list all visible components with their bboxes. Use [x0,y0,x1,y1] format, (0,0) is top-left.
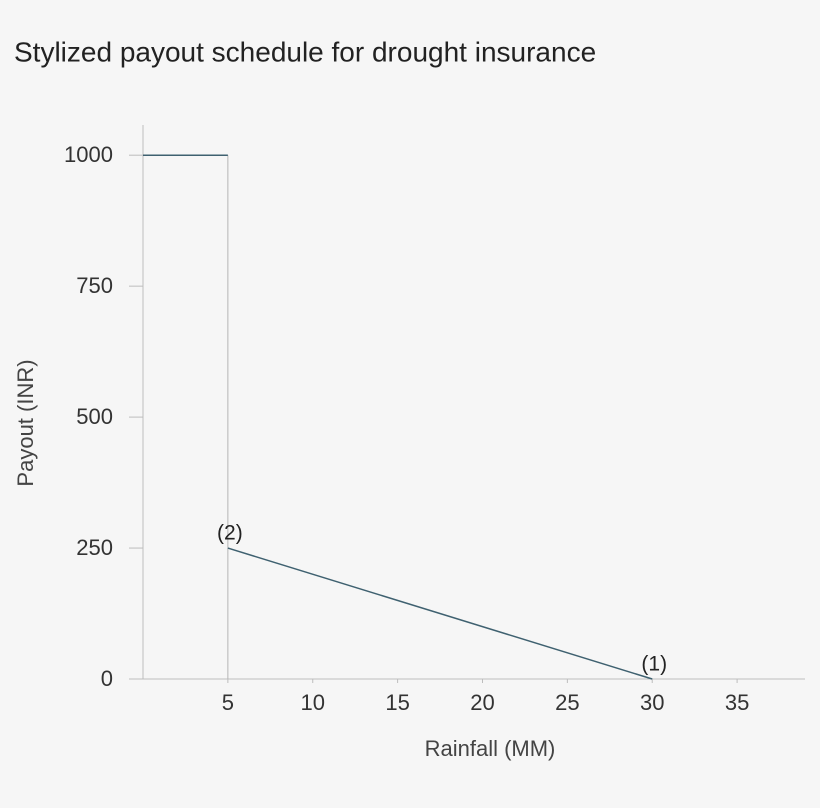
y-tick-label: 0 [101,666,113,691]
x-axis-label: Rainfall (MM) [425,736,556,761]
y-tick-label: 500 [76,404,113,429]
payout-line [143,154,653,680]
x-tick-label: 35 [725,690,749,715]
chart-title: Stylized payout schedule for drought ins… [14,36,596,67]
x-tick-label: 5 [222,690,234,715]
y-tick-label: 250 [76,535,113,560]
annotation: (2) [217,522,243,545]
x-tick-label: 25 [555,690,579,715]
x-tick-label: 15 [385,690,409,715]
x-tick-label: 30 [640,690,664,715]
y-tick-label: 750 [76,273,113,298]
y-tick-label: 1000 [64,142,113,167]
y-axis-label: Payout (INR) [13,359,38,486]
x-tick-label: 10 [301,690,325,715]
annotation: (1) [641,653,667,676]
x-tick-label: 20 [470,690,494,715]
